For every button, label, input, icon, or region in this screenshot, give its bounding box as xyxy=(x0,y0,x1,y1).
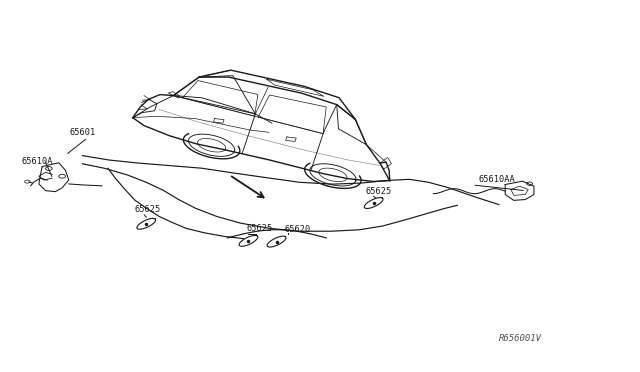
Text: 65625: 65625 xyxy=(366,187,392,196)
Text: 65620: 65620 xyxy=(285,225,311,234)
Text: 65625: 65625 xyxy=(246,224,273,233)
Text: 65610AA: 65610AA xyxy=(478,175,515,184)
Text: 65601: 65601 xyxy=(70,128,96,137)
Text: 65625: 65625 xyxy=(135,205,161,214)
Text: R656001V: R656001V xyxy=(499,334,542,343)
Text: 65610A: 65610A xyxy=(21,157,52,166)
